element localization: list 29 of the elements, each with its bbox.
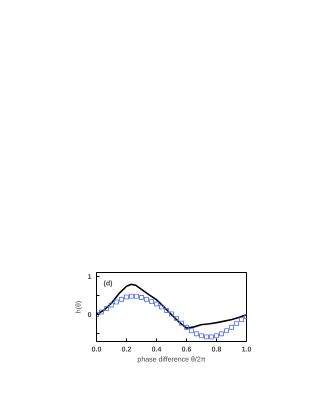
point [239, 317, 244, 322]
point [149, 299, 154, 304]
point [204, 334, 209, 340]
point [234, 321, 239, 326]
point [114, 300, 119, 304]
point [189, 328, 194, 334]
point [119, 296, 124, 302]
point [104, 306, 109, 311]
point [194, 331, 199, 336]
point [129, 294, 134, 299]
point [219, 331, 224, 336]
point [99, 310, 104, 314]
point [164, 308, 169, 313]
point [179, 320, 184, 326]
point [139, 295, 144, 300]
point [209, 334, 214, 340]
point [199, 333, 204, 338]
point [154, 302, 159, 306]
point [159, 304, 164, 310]
point [169, 312, 174, 316]
point [144, 296, 149, 302]
point [184, 324, 189, 330]
point [214, 333, 219, 338]
point [174, 316, 179, 321]
point [134, 294, 139, 299]
point [109, 302, 114, 308]
point [224, 328, 229, 334]
point [229, 324, 234, 330]
point [124, 294, 129, 300]
